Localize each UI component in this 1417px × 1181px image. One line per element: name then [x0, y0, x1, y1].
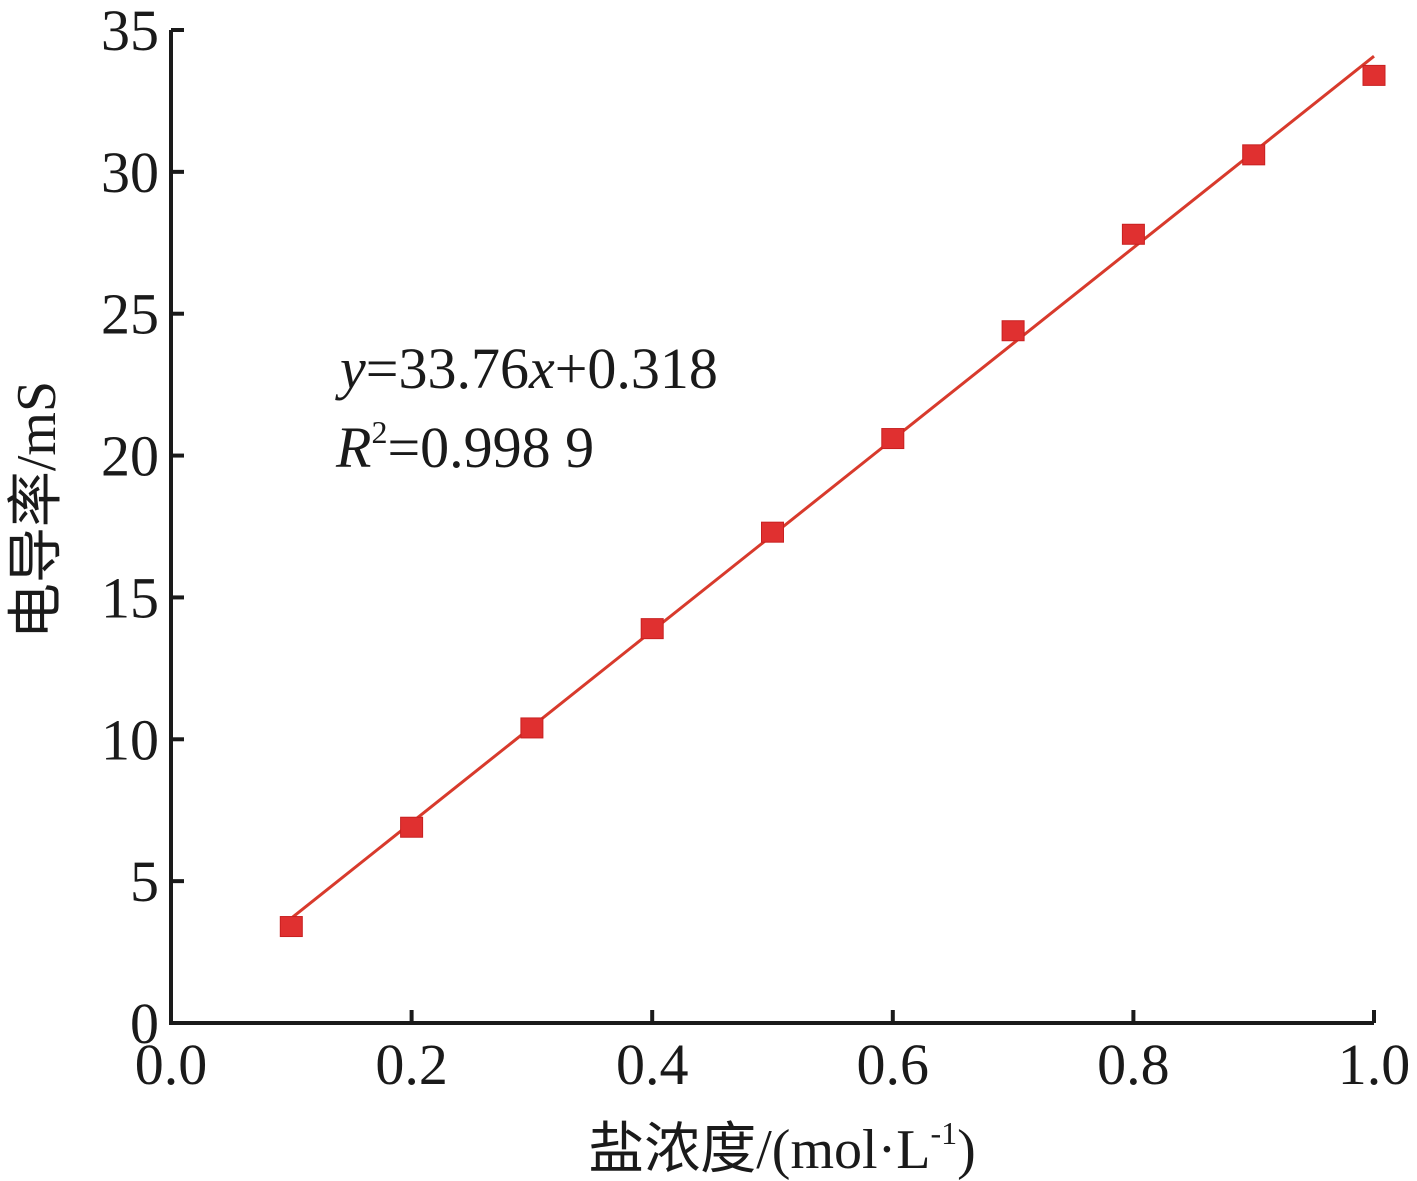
- x-axis-title: 盐浓度/(mol·L-1): [588, 1115, 976, 1181]
- r-squared-r: R: [335, 415, 371, 480]
- equation-rhs2: +0.318: [555, 336, 718, 401]
- data-point: [1121, 223, 1145, 245]
- x-axis-title-sup: -1: [930, 1115, 957, 1151]
- data-point: [761, 521, 784, 543]
- x-axis-title-close: ): [957, 1119, 976, 1181]
- y-ticks: 0 5 10 15 20 25 30 35: [101, 0, 184, 1056]
- data-points: [279, 64, 1386, 938]
- y-axis-title: 电导率/mS: [6, 381, 68, 639]
- y-tick-label: 15: [101, 565, 159, 630]
- x-tick-label: 0.8: [1097, 1032, 1170, 1097]
- x-tick-label: 0.2: [375, 1032, 448, 1097]
- data-point: [640, 618, 664, 640]
- x-tick-label: 0.6: [857, 1032, 930, 1097]
- data-point: [400, 816, 424, 838]
- y-tick-label: 5: [130, 849, 159, 914]
- fit-layer: [290, 54, 1375, 920]
- r-squared-sup: 2: [371, 414, 387, 450]
- equation-x: x: [528, 336, 555, 401]
- data-point: [1001, 320, 1025, 342]
- data-point: [1242, 144, 1266, 166]
- r-squared: R2=0.998 9: [335, 414, 594, 480]
- y-tick-label: 25: [101, 282, 159, 347]
- equation-y: y: [335, 336, 366, 401]
- fit-line: [290, 54, 1375, 920]
- x-axis-title-main: 盐浓度/(mol·L: [588, 1119, 930, 1181]
- y-tick-label: 10: [101, 707, 159, 772]
- data-point: [1362, 64, 1386, 86]
- regression-equation: y=33.76x+0.318: [335, 336, 718, 401]
- data-point: [881, 428, 905, 450]
- x-tick-label: 0.4: [616, 1032, 689, 1097]
- data-point: [520, 717, 544, 739]
- x-tick-label: 0.0: [135, 1032, 208, 1097]
- y-tick-label: 0: [130, 991, 159, 1056]
- equation-rhs1: =33.76: [366, 336, 529, 401]
- x-ticks: 0.0 0.2 0.4 0.6 0.8 1.0: [135, 1010, 1411, 1097]
- y-tick-label: 20: [101, 424, 159, 489]
- x-tick-label: 1.0: [1338, 1032, 1411, 1097]
- axes: [169, 30, 1374, 1025]
- y-tick-label: 35: [101, 0, 159, 63]
- y-tick-label: 30: [101, 140, 159, 205]
- r-squared-value: =0.998 9: [387, 415, 594, 480]
- data-point: [279, 916, 303, 938]
